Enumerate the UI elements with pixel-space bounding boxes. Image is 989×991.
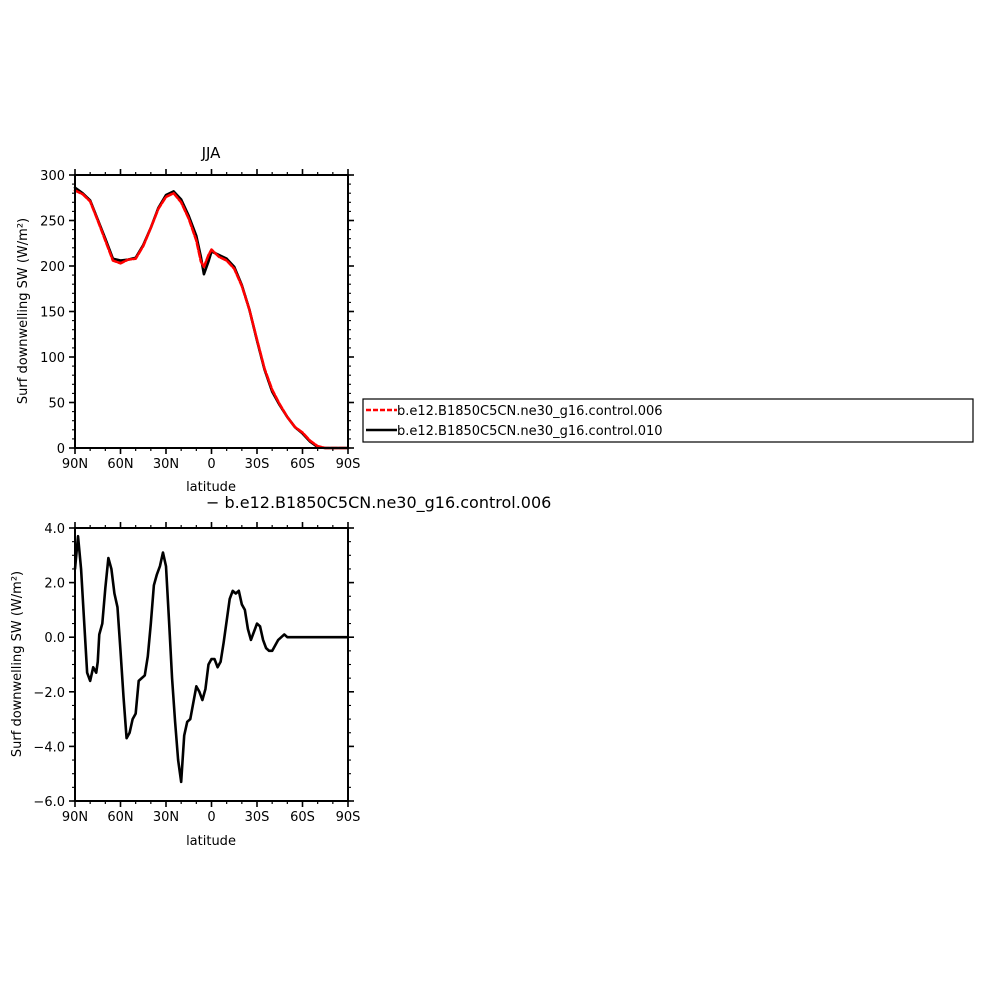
difference-label: − b.e12.B1850C5CN.ne30_g16.control.006 <box>206 493 551 513</box>
top-series-line-0 <box>73 189 350 450</box>
top-series-line-1 <box>73 186 350 450</box>
top-y-axis-title: Surf downwelling SW (W/m²) <box>16 218 31 404</box>
bottom-x-tick-label: 30S <box>245 810 270 825</box>
bottom-plot-frame <box>74 527 349 802</box>
top-y-tick-label: 250 <box>40 215 65 230</box>
top-plot-frame <box>74 174 349 449</box>
top-y-tick-label: 150 <box>40 306 65 321</box>
top-x-tick-label: 90N <box>62 457 88 472</box>
bottom-series-line-0 <box>73 534 350 784</box>
top-y-tick-label: 50 <box>48 397 65 412</box>
bottom-axis-ticks: 90N 60N 30N 0 30S 60S 90S −6.0 −4.0 −2.0 0.0 2.0 4.0 <box>33 522 360 825</box>
legend-label-control-006: b.e12.B1850C5CN.ne30_g16.control.006 <box>397 404 663 419</box>
top-y-tick-label: 200 <box>40 260 65 275</box>
top-axis-ticks: 90N 60N 30N 0 30S 60S 90S 0 50 100 150 200 250 300 <box>40 169 360 472</box>
top-x-axis-title: latitude <box>186 480 236 495</box>
bottom-y-tick-label: 0.0 <box>44 631 65 646</box>
bottom-y-tick-label: −4.0 <box>33 740 65 755</box>
top-plot-area <box>73 186 350 450</box>
legend-label-control-010: b.e12.B1850C5CN.ne30_g16.control.010 <box>397 424 663 439</box>
legend-box <box>362 398 974 443</box>
bottom-x-tick-label: 0 <box>207 810 215 825</box>
bottom-x-axis-title: latitude <box>186 834 236 849</box>
top-x-tick-label: 30S <box>245 457 270 472</box>
top-y-tick-label: 0 <box>57 442 65 457</box>
bottom-x-tick-label: 60N <box>107 810 133 825</box>
top-x-tick-label: 90S <box>336 457 361 472</box>
bottom-x-tick-label: 30N <box>153 810 179 825</box>
top-panel: JJA 90N 60N 30N 0 30S 60S 90S 0 50 100 150 200 250 30… <box>16 144 360 495</box>
bottom-y-axis-title: Surf downwelling SW (W/m²) <box>10 571 25 757</box>
top-x-tick-label: 30N <box>153 457 179 472</box>
top-y-tick-label: 300 <box>40 169 65 184</box>
bottom-y-tick-label: 4.0 <box>44 522 65 537</box>
bottom-plot-area <box>73 534 350 784</box>
top-x-tick-label: 60N <box>107 457 133 472</box>
bottom-x-tick-label: 60S <box>290 810 315 825</box>
top-x-tick-label: 0 <box>207 457 215 472</box>
bottom-y-tick-label: −2.0 <box>33 686 65 701</box>
legend: b.e12.B1850C5CN.ne30_g16.control.006 b.e… <box>362 398 974 443</box>
bottom-y-tick-label: −6.0 <box>33 795 65 810</box>
top-y-tick-label: 100 <box>40 351 65 366</box>
top-plot-title: JJA <box>201 144 222 162</box>
bottom-x-tick-label: 90S <box>336 810 361 825</box>
bottom-y-tick-label: 2.0 <box>44 577 65 592</box>
bottom-x-tick-label: 90N <box>62 810 88 825</box>
top-x-tick-label: 60S <box>290 457 315 472</box>
bottom-panel: 90N 60N 30N 0 30S 60S 90S −6.0 −4.0 −2.0 0.0 2.0 4.0… <box>10 522 360 849</box>
